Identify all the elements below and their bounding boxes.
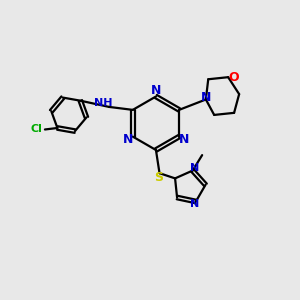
Text: N: N [151,84,161,97]
Text: N: N [179,133,189,146]
Text: S: S [154,170,163,184]
Text: N: N [190,200,199,209]
Text: NH: NH [94,98,113,108]
Text: Cl: Cl [31,124,43,134]
Text: N: N [190,163,200,173]
Text: O: O [228,71,239,84]
Text: N: N [201,91,211,104]
Text: N: N [122,133,133,146]
